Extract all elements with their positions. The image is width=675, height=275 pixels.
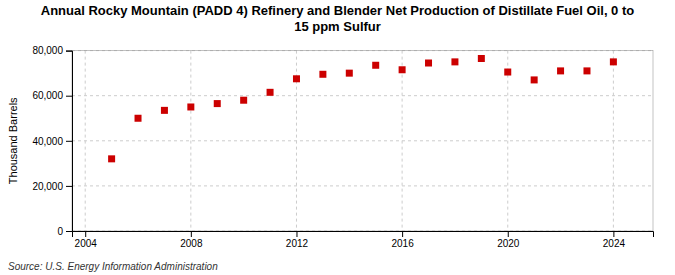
point [319,71,326,78]
x-tick-label: 2016 [391,238,414,249]
title-line: Annual Rocky Mountain (PADD 4) Refinery … [41,3,635,18]
point [557,67,564,74]
point [399,66,406,73]
y-tick: 60,000 [32,90,72,101]
y-tick: 0 [57,226,72,237]
y-axis-title: Thousand Barrels [7,97,19,184]
y-tick-mark [66,186,72,187]
x-tick: 2024 [603,231,626,249]
plot: 2004 2008 2012 2016 2020 2024 0 20,000 40,000 60,… [32,45,653,249]
point [267,89,274,96]
x-tick-label: 2024 [603,238,626,249]
point [135,115,142,122]
x-tick-label: 2004 [75,238,98,249]
title-line: 15 ppm Sulfur [294,19,381,34]
point [425,60,432,67]
y-tick-label: 20,000 [32,181,63,192]
grid-line-x [402,51,403,231]
x-axis-line [73,232,654,238]
x-tick-mark [508,231,509,237]
grid-line-x [613,51,614,231]
y-tick: 80,000 [32,45,72,56]
x-tick-label: 2012 [286,238,309,249]
points [108,55,617,162]
y-tick: 20,000 [32,181,72,192]
grid-line-y [72,95,653,96]
y-tick-mark [66,51,72,52]
point [293,75,300,82]
x-tick: 2020 [497,231,520,249]
x-tick: 2008 [180,231,203,249]
y-tick-mark [66,231,72,232]
x-tick-label: 2008 [180,238,203,249]
x-axis: 2004 2008 2012 2016 2020 2024 [73,231,654,249]
point [161,107,168,114]
point [187,103,194,110]
y-tick-mark [66,96,72,97]
point [531,76,538,83]
grid [72,51,653,231]
point [214,100,221,107]
x-tick-mark [85,231,86,237]
x-tick-mark [191,231,192,237]
grid-line-x [85,51,86,231]
y-axis-line [66,51,73,231]
y-tick-mark [66,141,72,142]
plot-frame [72,51,653,231]
x-tick-label: 2020 [497,238,520,249]
title: Annual Rocky Mountain (PADD 4) Refinery … [41,3,635,34]
point [108,155,115,162]
y-tick-label: 80,000 [32,45,63,56]
x-tick-mark [296,231,297,237]
grid-line-y [72,140,653,141]
point [610,58,617,65]
annotation: Source: U.S. Energy Information Administ… [8,261,218,272]
grid-line-y [72,185,653,186]
point [583,67,590,74]
chart: Annual Rocky Mountain (PADD 4) Refinery … [0,0,675,275]
x-tick: 2004 [75,231,98,249]
point [240,97,247,104]
point [346,70,353,77]
y-axis: 0 20,000 40,000 60,000 80,000 [32,45,72,236]
point [372,62,379,69]
grid-line-x [507,51,508,231]
x-tick-mark [613,231,614,237]
grid-line-x [190,51,191,231]
point [451,58,458,65]
y-tick: 40,000 [32,136,72,147]
y-tick-label: 40,000 [32,136,63,147]
x-tick: 2012 [286,231,309,249]
y-tick-label: 60,000 [32,90,63,101]
y-tick-label: 0 [57,226,63,237]
point [478,55,485,62]
x-tick-mark [402,231,403,237]
point [504,69,511,76]
x-tick: 2016 [391,231,414,249]
